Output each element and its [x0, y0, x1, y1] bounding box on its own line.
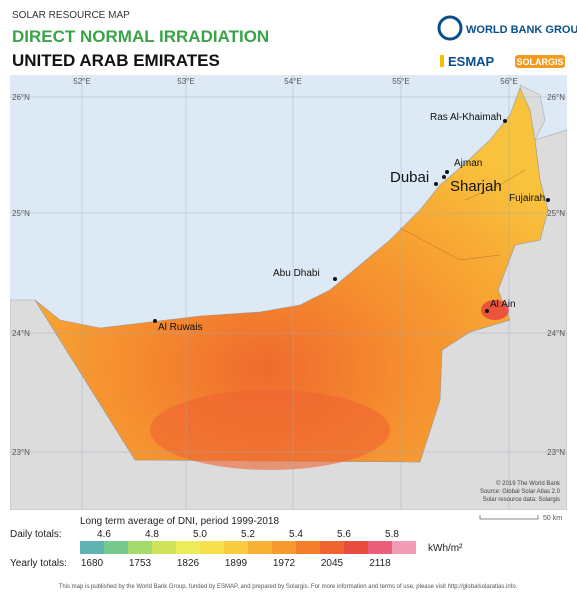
legend-swatch	[200, 541, 224, 554]
legend-swatch	[272, 541, 296, 554]
legend-swatch	[320, 541, 344, 554]
lat-label: 24°N	[12, 329, 30, 338]
esmap-text: ESMAP	[448, 54, 495, 69]
graticule-labels: 52°E 53°E 54°E 55°E 56°E 26°N 25°N 24°N …	[12, 77, 565, 457]
lat-label: 26°N	[12, 93, 30, 102]
legend-swatch	[128, 541, 152, 554]
emirate-borders	[399, 169, 526, 261]
city-dot	[485, 309, 489, 313]
daily-value: 5.0	[193, 529, 207, 540]
legend-swatch	[368, 541, 392, 554]
city-label: Ajman	[454, 158, 482, 169]
lon-label: 52°E	[73, 77, 90, 86]
lat-label: 26°N	[547, 93, 565, 102]
lon-label: 56°E	[500, 77, 517, 86]
city-label: Fujairah	[509, 193, 545, 204]
daily-value: 5.2	[241, 529, 255, 540]
legend-title: Long term average of DNI, period 1999-20…	[80, 516, 279, 527]
credit: Source: Global Solar Atlas 2.0	[480, 489, 561, 495]
legend-swatch	[104, 541, 128, 554]
city-dot	[333, 277, 337, 281]
daily-value: 5.6	[337, 529, 351, 540]
city-dot	[153, 319, 157, 323]
title: DIRECT NORMAL IRRADIATION	[12, 27, 269, 46]
scale-label: 50 km	[543, 515, 562, 522]
yearly-value: 2118	[369, 558, 391, 569]
lat-label: 23°N	[12, 448, 30, 457]
daily-value: 4.8	[145, 529, 159, 540]
lat-label: 25°N	[547, 209, 565, 218]
daily-value: 5.4	[289, 529, 303, 540]
lon-label: 54°E	[284, 77, 301, 86]
al-ain-zone	[481, 300, 509, 320]
legend-swatch	[296, 541, 320, 554]
city-dot	[445, 170, 449, 174]
yearly-value: 2045	[321, 558, 344, 569]
graticule	[10, 75, 567, 510]
high-dni-zone	[150, 390, 390, 470]
footer: This map is published by the World Bank …	[59, 584, 518, 590]
legend-unit: kWh/m²	[428, 543, 463, 554]
yearly-value: 1753	[129, 558, 152, 569]
legend-swatch	[392, 541, 416, 554]
legend-swatch	[152, 541, 176, 554]
wb-logo	[437, 15, 463, 41]
yearly-value: 1680	[81, 558, 104, 569]
subtitle: SOLAR RESOURCE MAP	[12, 10, 130, 21]
credits: © 2019 The World Bank Source: Global Sol…	[480, 480, 561, 503]
uae-dni	[34, 87, 549, 463]
yearly-label: Yearly totals:	[10, 558, 67, 569]
solargis-box	[515, 55, 565, 68]
legend-labels: 4.6 4.8 5.0 5.2 5.4 5.6 5.8 1680 1753 1826 1899 197…	[81, 529, 400, 569]
yearly-value: 1899	[225, 558, 248, 569]
city-dot	[546, 198, 550, 202]
lat-label: 23°N	[547, 448, 565, 457]
city-dot	[442, 175, 446, 179]
legend-swatch	[248, 541, 272, 554]
daily-value: 5.8	[385, 529, 399, 540]
city-label: Al Ruwais	[158, 322, 202, 333]
yearly-value: 1972	[273, 558, 296, 569]
city-label: Ras Al-Khaimah	[430, 112, 502, 123]
city-dot	[434, 182, 438, 186]
solargis-text: SOLARGIS	[516, 57, 563, 67]
map	[10, 75, 567, 510]
legend-swatch	[344, 541, 368, 554]
city-label: Dubai	[390, 169, 429, 186]
credit: Solar resource data: Solargis	[483, 497, 560, 503]
esmap-mark	[440, 55, 444, 67]
legend-swatch	[80, 541, 104, 554]
legend-swatch	[224, 541, 248, 554]
city-label: Sharjah	[450, 178, 502, 195]
legend-swatch	[176, 541, 200, 554]
yearly-value: 1826	[177, 558, 200, 569]
country: UNITED ARAB EMIRATES	[12, 51, 220, 70]
lat-label: 25°N	[12, 209, 30, 218]
lon-label: 55°E	[392, 77, 409, 86]
scale-bar	[479, 515, 539, 520]
city-dot	[503, 119, 507, 123]
cities: Ras Al-Khaimah Ajman Dubai Sharjah Fujai…	[153, 112, 550, 333]
credit: © 2019 The World Bank	[496, 480, 561, 487]
daily-value: 4.6	[97, 529, 111, 540]
city-label: Al Ain	[490, 299, 516, 310]
wb-text: WORLD BANK GROUP	[466, 24, 577, 36]
lat-label: 24°N	[547, 329, 565, 338]
lon-label: 53°E	[177, 77, 194, 86]
city-label: Abu Dhabi	[273, 268, 320, 279]
daily-label: Daily totals:	[10, 529, 62, 540]
legend-ramp	[80, 541, 416, 554]
